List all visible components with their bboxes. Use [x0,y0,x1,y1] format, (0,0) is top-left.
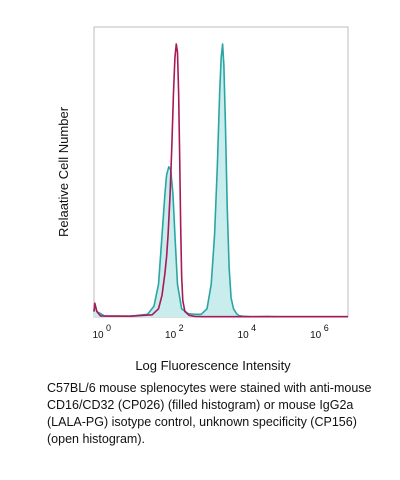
x-tick-exponent-1: 2 [179,323,184,333]
x-tick-label-0: 10 [92,330,104,341]
x-tick-exponent-0: 0 [106,323,111,333]
series-1-line [93,43,348,318]
x-tick-label-1: 10 [165,330,177,341]
figure-caption: C57BL/6 mouse splenocytes were stained w… [47,381,372,446]
x-axis-label: Log Fluorescence Intensity [135,358,291,373]
y-axis-label: Relaative Cell Number [56,106,71,237]
series-0-area [94,44,348,317]
series-layer [93,43,348,318]
x-tick-exponent-3: 6 [324,323,329,333]
x-tick-label-2: 10 [238,330,250,341]
x-tick-label-3: 10 [310,330,322,341]
x-tick-exponent-2: 4 [251,323,256,333]
